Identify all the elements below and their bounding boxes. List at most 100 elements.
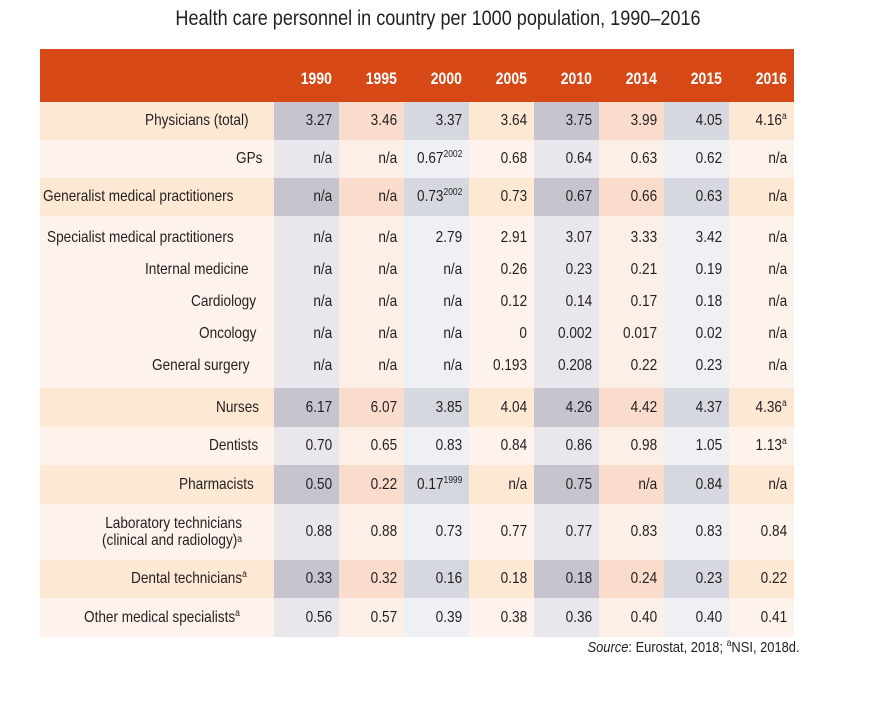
value-cell-2015: 3.42 <box>664 216 729 254</box>
value-text: n/a <box>313 229 332 246</box>
value-cell-2016: n/a <box>729 216 794 254</box>
value-text: 0.41 <box>760 608 787 626</box>
value-text: 0.24 <box>630 570 657 587</box>
value-cell-2015: 4.05 <box>664 102 729 140</box>
value-cell-2005: n/a <box>469 465 534 504</box>
value-cell-2015: 0.02 <box>664 318 729 350</box>
value-cell-2010: 0.77 <box>534 504 599 560</box>
table-row: Dental techniciansa 0.33 0.32 0.16 0.18 0.18 0… <box>40 560 794 598</box>
value-cell-1995: n/a <box>339 286 404 318</box>
value-text: n/a <box>313 293 332 310</box>
health-personnel-table: 1990 1995 2000 2005 2010 2014 2015 2016 … <box>40 49 794 637</box>
value-text: 0.21 <box>630 261 657 278</box>
value-text: n/a <box>443 357 462 374</box>
row-label: Pharmacists <box>40 465 274 504</box>
value-text: n/a <box>768 261 787 278</box>
row-label: Physicians (total) <box>40 102 274 140</box>
value-text: 0.57 <box>370 608 397 626</box>
value-footnote: a <box>782 436 787 447</box>
value-cell-2005: 0.77 <box>469 504 534 560</box>
value-text: 0.83 <box>695 523 722 540</box>
value-text: 0.77 <box>500 523 527 540</box>
value-cell-2016: n/a <box>729 465 794 504</box>
value-text: 0.83 <box>435 437 462 454</box>
value-text: 4.37 <box>695 398 722 416</box>
value-text: 3.27 <box>305 112 332 129</box>
value-text: 0.33 <box>305 570 332 587</box>
value-cell-2015: 0.23 <box>664 560 729 598</box>
row-label-text: Specialist medical practitioners <box>47 229 235 246</box>
value-text: 2.91 <box>500 229 527 246</box>
value-text: 0.193 <box>492 357 527 374</box>
value-cell-2014: 0.98 <box>599 427 664 465</box>
value-cell-2015: 1.05 <box>664 427 729 465</box>
table-row: GPs n/a n/a 0.672002 0.68 0.64 0.63 0.62 n/a <box>40 140 794 178</box>
header-year: 1990 <box>274 49 339 102</box>
source-text-2: NSI, 2018d. <box>731 639 800 656</box>
value-cell-2014: 3.99 <box>599 102 664 140</box>
value-cell-2015: 0.63 <box>664 178 729 216</box>
value-text: 0.67 <box>416 150 444 167</box>
value-cell-2015: 0.19 <box>664 254 729 286</box>
value-cell-1995: n/a <box>339 140 404 178</box>
value-text: 0.63 <box>630 150 657 167</box>
value-cell-2014: 4.42 <box>599 388 664 427</box>
row-label: Specialist medical practitioners <box>40 216 274 254</box>
value-text: 0.19 <box>695 261 722 278</box>
value-cell-2005: 0.193 <box>469 350 534 388</box>
value-text: 4.04 <box>500 398 527 416</box>
value-text: 3.85 <box>435 398 462 416</box>
header-year: 2000 <box>404 49 469 102</box>
value-text: n/a <box>768 229 787 246</box>
value-cell-1995: n/a <box>339 216 404 254</box>
value-text: n/a <box>313 261 332 278</box>
table-row: Specialist medical practitioners n/a n/a 2.… <box>40 216 794 254</box>
row-label: Laboratory technicians (clinical and radi… <box>40 504 274 560</box>
value-text: 0.18 <box>500 570 527 587</box>
table-row: General surgery n/a n/a n/a 0.193 0.208 0.22 0.… <box>40 350 794 388</box>
row-label-text: General surgery <box>152 357 250 374</box>
table-row: Pharmacists 0.50 0.22 0.171999 n/a 0.75 n/a 0.8… <box>40 465 794 504</box>
value-cell-2016: n/a <box>729 286 794 318</box>
value-cell-2015: 0.84 <box>664 465 729 504</box>
value-cell-1990: n/a <box>274 178 339 216</box>
value-footnote: 1999 <box>443 474 462 486</box>
value-cell-2005: 0 <box>469 318 534 350</box>
value-cell-2010: 0.67 <box>534 178 599 216</box>
footnote-marker: a <box>234 607 240 619</box>
value-cell-2000: 0.83 <box>404 427 469 465</box>
row-label-text: Laboratory technicians <box>105 515 243 532</box>
source-text: : Eurostat, 2018; <box>628 639 728 656</box>
value-cell-1995: 0.32 <box>339 560 404 598</box>
value-cell-1990: n/a <box>274 140 339 178</box>
value-footnote: 2002 <box>443 149 462 160</box>
value-text: 6.07 <box>370 398 397 416</box>
value-cell-2000: 0.732002 <box>404 178 469 216</box>
header-year: 2015 <box>664 49 729 102</box>
table-row: Internal medicine n/a n/a n/a 0.26 0.23 0.21 0.… <box>40 254 794 286</box>
value-text: 3.42 <box>695 229 722 246</box>
value-cell-2000: 0.73 <box>404 504 469 560</box>
value-cell-2015: 4.37 <box>664 388 729 427</box>
value-cell-2016: 0.84 <box>729 504 794 560</box>
value-cell-1995: 0.88 <box>339 504 404 560</box>
value-text: n/a <box>443 261 462 278</box>
value-cell-2000: 0.16 <box>404 560 469 598</box>
value-cell-2010: 0.36 <box>534 598 599 637</box>
value-cell-1990: 0.70 <box>274 427 339 465</box>
row-label-text: Dental technicians <box>130 570 242 587</box>
row-label-text: Physicians (total) <box>145 112 249 129</box>
table-row: Nurses 6.17 6.07 3.85 4.04 4.26 4.42 4.37 4.36a <box>40 388 794 427</box>
value-cell-1990: n/a <box>274 318 339 350</box>
value-cell-2000: 3.37 <box>404 102 469 140</box>
value-cell-1990: 0.50 <box>274 465 339 504</box>
value-cell-2005: 0.84 <box>469 427 534 465</box>
value-text: 0.23 <box>695 570 722 587</box>
value-text: 0.84 <box>760 523 787 540</box>
value-text: n/a <box>768 188 787 205</box>
value-cell-2014: 0.40 <box>599 598 664 637</box>
value-text: 0.84 <box>695 475 722 493</box>
value-text: n/a <box>378 261 397 278</box>
table-row: Generalist medical practitioners n/a n/a 0.… <box>40 178 794 216</box>
value-cell-2010: 0.75 <box>534 465 599 504</box>
